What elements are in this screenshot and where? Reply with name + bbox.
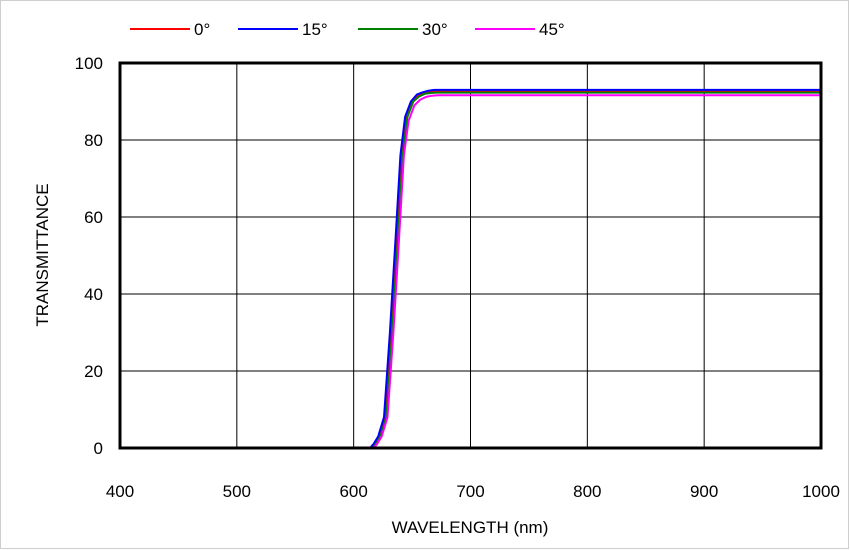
series-line-45	[236, 94, 821, 449]
y-tick-label: 0	[94, 439, 103, 458]
x-tick-label: 400	[106, 482, 134, 501]
series-line-0	[236, 90, 821, 449]
x-axis-title: WAVELENGTH (nm)	[392, 518, 549, 537]
series-line-15	[236, 88, 821, 449]
series-line-30	[236, 91, 821, 449]
legend-label: 45°	[539, 20, 565, 39]
x-tick-label: 500	[223, 482, 251, 501]
legend-label: 0°	[194, 20, 210, 39]
y-tick-label: 60	[84, 208, 103, 227]
x-tick-label: 900	[690, 482, 718, 501]
legend-label: 30°	[422, 20, 448, 39]
series-lines	[236, 88, 821, 449]
tick-labels: 400 500 600 700 800 900 1000 0 20 40 60 80 100	[75, 54, 840, 501]
x-tick-label: 1000	[802, 482, 840, 501]
legend-label: 15°	[302, 20, 328, 39]
y-axis-title: TRANSMITTANCE	[33, 183, 52, 326]
x-tick-label: 600	[339, 482, 367, 501]
y-tick-label: 100	[75, 54, 103, 73]
y-tick-label: 80	[84, 131, 103, 150]
y-tick-label: 40	[84, 285, 103, 304]
grid-lines	[120, 63, 821, 448]
x-tick-label: 800	[573, 482, 601, 501]
y-tick-label: 20	[84, 362, 103, 381]
x-tick-label: 700	[456, 482, 484, 501]
legend: 0° 15° 30° 45°	[130, 20, 565, 39]
plot-border	[118, 61, 823, 450]
